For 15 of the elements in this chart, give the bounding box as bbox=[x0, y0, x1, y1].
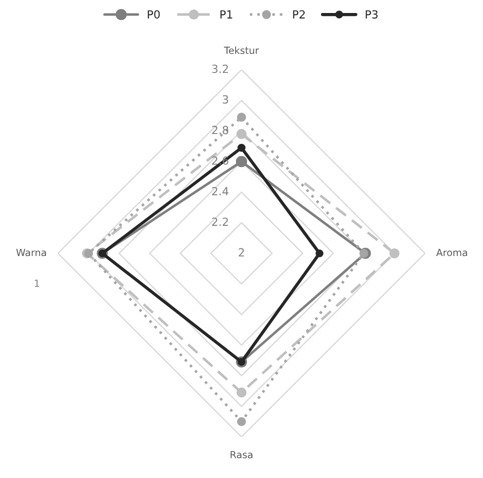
legend-label: P0 bbox=[148, 10, 160, 19]
legend-label: P3 bbox=[366, 10, 378, 19]
y-tick-label: 2.8 bbox=[212, 126, 228, 134]
y-tick-label: 3.2 bbox=[212, 64, 228, 74]
text: 1 bbox=[34, 280, 40, 287]
legend-label: P2 bbox=[293, 10, 305, 18]
y-tick-label: 2.4 bbox=[212, 186, 228, 196]
spoke-label: Warna bbox=[16, 248, 46, 256]
spoke-label: Tekstur bbox=[224, 46, 259, 54]
y-tick-label: 2 bbox=[238, 248, 244, 256]
legend-label: P1 bbox=[220, 10, 232, 18]
y-tick-label: 2.2 bbox=[212, 218, 228, 226]
spoke-label: Aroma bbox=[436, 248, 468, 256]
y-tick-label: 3 bbox=[222, 95, 228, 104]
spoke-label: Rasa bbox=[230, 451, 252, 458]
